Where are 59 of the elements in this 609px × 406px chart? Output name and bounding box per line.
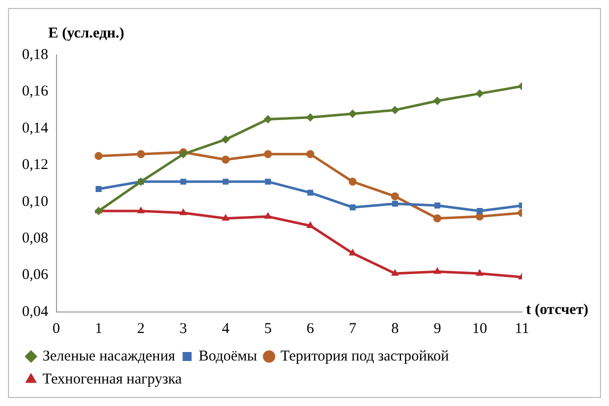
y-tick-label: 0,04 — [22, 304, 49, 320]
point — [222, 178, 229, 185]
legend-label: Техногенная нагрузка — [42, 371, 182, 388]
x-axis-title: t (отсчет) — [526, 302, 588, 318]
x-tick-label: 0 — [52, 320, 60, 337]
point — [392, 200, 398, 207]
x-tick-label: 7 — [348, 320, 357, 337]
point — [349, 249, 356, 256]
legend-label: Територия под застройкой — [280, 348, 449, 364]
point — [94, 152, 103, 160]
point — [222, 214, 230, 221]
x-tick-label: 5 — [264, 320, 272, 337]
point — [222, 135, 230, 144]
x-tick-label: 3 — [180, 320, 188, 337]
x-tick-label: 1 — [94, 320, 102, 337]
y-tick-label: 0,08 — [22, 230, 48, 247]
x-tick-label: 8 — [391, 320, 399, 337]
x-tick-label: 6 — [306, 320, 315, 337]
point — [476, 269, 484, 276]
y-tick-label: 0,10 — [22, 194, 48, 210]
point — [136, 150, 145, 158]
x-tick-label: 4 — [222, 320, 230, 337]
point — [348, 110, 357, 118]
point — [433, 214, 442, 222]
y-tick-label: 0,06 — [22, 267, 49, 284]
point — [306, 222, 314, 228]
point — [180, 208, 187, 216]
point — [264, 212, 272, 219]
y-tick-label: 0,12 — [22, 157, 48, 174]
legend-label: Зеленые насаждения — [42, 348, 176, 364]
y-tick-label: 0,14 — [22, 120, 49, 136]
point — [434, 202, 440, 209]
point — [476, 90, 484, 98]
x-tick-label: 11 — [514, 320, 530, 337]
point — [137, 207, 144, 214]
y-tick-label: 0,16 — [22, 84, 49, 100]
x-tick-label: 9 — [434, 320, 442, 337]
point — [350, 204, 356, 210]
point — [264, 150, 272, 158]
x-tick-label: 10 — [472, 320, 488, 337]
y-axis-title: E (усл.едн.) — [48, 25, 124, 42]
point — [96, 186, 102, 192]
point — [476, 208, 483, 214]
point — [264, 115, 272, 124]
point — [433, 96, 442, 105]
y-tick-label: 0,18 — [22, 46, 48, 63]
point — [307, 190, 314, 196]
point — [222, 156, 230, 164]
point — [390, 106, 399, 114]
point — [434, 268, 441, 274]
point — [348, 178, 357, 186]
point — [306, 150, 314, 158]
x-tick-label: 2 — [137, 320, 145, 337]
legend-label: Водоёмы — [198, 348, 258, 364]
point — [390, 192, 399, 200]
point — [391, 269, 399, 276]
point — [264, 178, 271, 185]
point — [306, 113, 314, 122]
point — [180, 178, 186, 185]
